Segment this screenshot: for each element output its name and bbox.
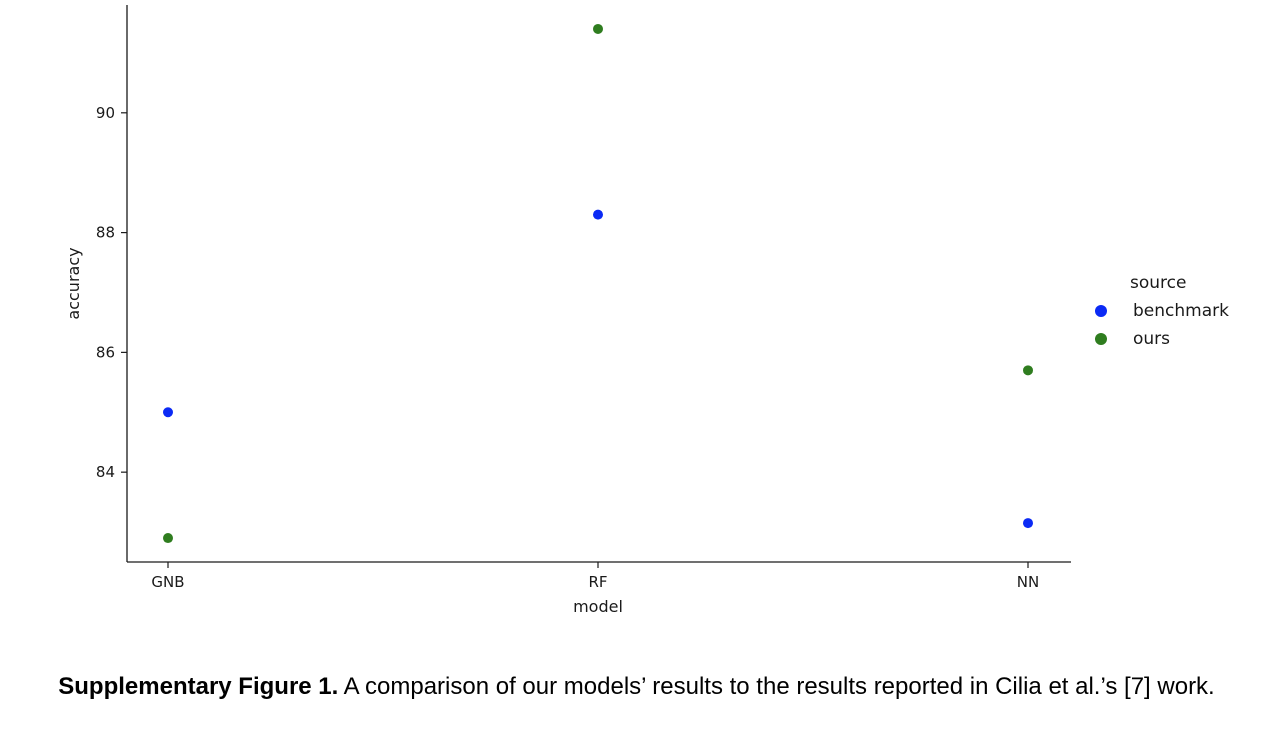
- y-axis-ticks: 84 86 88 90: [96, 104, 127, 481]
- legend: source benchmark ours: [1095, 273, 1229, 349]
- data-point-ours-rf: [593, 23, 603, 34]
- y-tick-label: 88: [96, 224, 115, 242]
- x-tick-label: RF: [588, 573, 607, 591]
- data-points: [163, 23, 1033, 544]
- y-axis-label: accuracy: [64, 247, 83, 319]
- scatter-chart: 84 86 88 90 GNB RF NN model accuracy source b…: [64, 5, 1229, 616]
- y-tick-label: 90: [96, 104, 115, 122]
- x-tick-label: GNB: [151, 573, 184, 591]
- legend-label: benchmark: [1133, 301, 1229, 321]
- caption-lead: Supplementary Figure 1.: [58, 673, 339, 700]
- data-point-ours-gnb: [163, 533, 173, 544]
- legend-label: ours: [1133, 329, 1170, 349]
- data-point-benchmark-nn: [1023, 518, 1033, 529]
- data-point-ours-nn: [1023, 365, 1033, 376]
- x-axis-ticks: GNB RF NN: [151, 562, 1039, 591]
- data-point-benchmark-rf: [593, 209, 603, 220]
- data-point-benchmark-gnb: [163, 407, 173, 418]
- y-tick-label: 84: [96, 463, 115, 481]
- legend-marker: [1095, 333, 1107, 345]
- legend-marker: [1095, 305, 1107, 317]
- legend-title: source: [1130, 273, 1186, 293]
- x-axis-label: model: [573, 597, 623, 616]
- y-tick-label: 86: [96, 343, 115, 361]
- legend-items: benchmark ours: [1095, 301, 1229, 349]
- figure-caption: Supplementary Figure 1. A comparison of …: [20, 672, 1253, 701]
- caption-text: A comparison of our models’ results to t…: [338, 673, 1215, 700]
- x-tick-label: NN: [1017, 573, 1039, 591]
